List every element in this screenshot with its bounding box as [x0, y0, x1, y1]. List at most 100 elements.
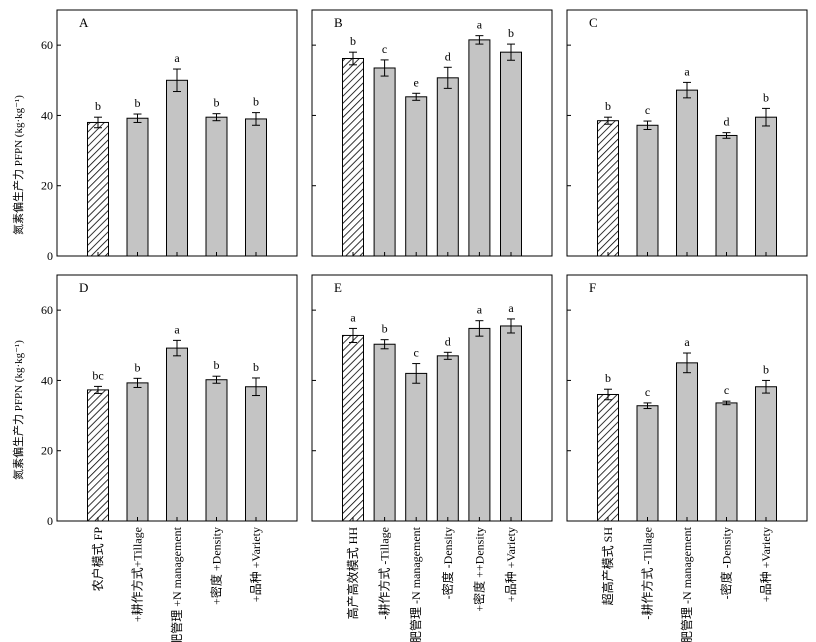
bar: [597, 120, 619, 257]
significance-letter: b: [253, 95, 259, 109]
panel-frame: [311, 274, 553, 522]
panel-b: Bb c e d a b: [311, 9, 553, 257]
significance-letter: c: [414, 346, 419, 360]
significance-letter: a: [684, 64, 690, 78]
significance-letter: c: [645, 385, 650, 399]
panel-c: Cb c a d b: [566, 9, 808, 257]
significance-letter: b: [605, 371, 611, 385]
y-axis-label-top: 氮素偏生产力 PFPN (kg·kg⁻¹): [13, 95, 25, 235]
significance-letter: c: [645, 103, 650, 117]
x-tick-label: -氮肥管理 -N management: [679, 526, 694, 642]
bar: [87, 389, 109, 522]
panel-frame: [311, 9, 553, 257]
bar: [597, 393, 619, 522]
bar: [373, 343, 396, 522]
y-tick-label: 60: [41, 38, 53, 52]
panel-f: Fb 超高产模式 SH c -耕作方式 -Tillage a -氮肥管理 -N manag…: [566, 274, 808, 642]
panel-a: A 0 20 40 60 b b a b b: [41, 9, 298, 263]
significance-letter: d: [724, 115, 730, 129]
bar: [468, 39, 491, 257]
bar: [715, 134, 738, 257]
significance-letter: c: [382, 42, 387, 56]
panel-letter: F: [589, 280, 596, 295]
significance-letter: b: [135, 96, 141, 110]
bar: [205, 379, 228, 522]
significance-letter: bc: [92, 368, 103, 382]
panel-letter: E: [334, 280, 342, 295]
bar: [500, 51, 522, 257]
significance-letter: b: [135, 360, 141, 374]
x-tick-label: -氮肥管理 -N management: [408, 526, 423, 642]
bar: [636, 405, 659, 522]
bar: [245, 386, 267, 522]
significance-letter: a: [350, 310, 356, 324]
x-tick-label: 农户模式 FP: [90, 527, 105, 592]
bar: [468, 327, 491, 522]
x-tick-label: +品种 +Variety: [504, 527, 518, 602]
panel-d: D 0 20 40 60 bc 农户模式 FP b +耕作方式+Tillage a +氮肥管理 +N…: [41, 274, 298, 642]
x-tick-label: +耕作方式+Tillage: [130, 527, 145, 622]
x-tick-label: +密度 ++Density: [471, 527, 486, 612]
bar: [676, 362, 698, 522]
significance-letter: c: [724, 383, 729, 397]
bar: [636, 124, 659, 257]
significance-letter: a: [174, 322, 180, 336]
significance-letter: d: [445, 49, 451, 63]
y-tick-label: 60: [41, 303, 53, 317]
significance-letter: d: [445, 334, 451, 348]
bar: [755, 116, 777, 257]
y-tick-label: 20: [41, 179, 53, 193]
panel-letter: D: [79, 280, 88, 295]
significance-letter: b: [508, 26, 514, 40]
bar: [373, 67, 396, 257]
bar: [126, 117, 149, 257]
y-tick-label: 40: [41, 373, 53, 387]
bar: [755, 386, 777, 522]
bar: [342, 57, 364, 257]
significance-letter: b: [763, 362, 769, 376]
x-tick-label: +密度 +Density: [209, 527, 224, 605]
significance-letter: a: [477, 303, 483, 317]
bar: [715, 402, 738, 522]
x-tick-label: -密度 -Density: [719, 527, 734, 599]
panel-letter: A: [79, 15, 89, 30]
bar: [500, 325, 522, 522]
significance-letter: b: [95, 99, 101, 113]
bar: [436, 355, 459, 522]
bar: [405, 372, 428, 522]
panel-letter: B: [334, 15, 343, 30]
panel-letter: C: [589, 15, 598, 30]
significance-letter: a: [477, 18, 483, 32]
y-tick-label: 20: [41, 444, 53, 458]
bar: [436, 77, 459, 257]
significance-letter: b: [253, 360, 259, 374]
panel-e: Ea 高产高效模式 HH b -耕作方式 -Tillage c -氮肥管理 -N mana…: [311, 274, 553, 642]
y-axis-label-bottom: 氮素偏生产力 PFPN (kg·kg⁻¹): [13, 340, 25, 480]
significance-letter: b: [605, 99, 611, 113]
x-tick-label: +品种 +Variety: [249, 527, 263, 602]
x-tick-label: +品种 +Variety: [759, 527, 773, 602]
significance-letter: b: [382, 322, 388, 336]
bar: [245, 118, 267, 257]
significance-letter: b: [350, 34, 356, 48]
bar: [676, 89, 698, 257]
x-tick-label: 高产高效模式 HH: [345, 527, 360, 620]
x-tick-label: -耕作方式 -Tillage: [377, 527, 392, 620]
y-tick-label: 0: [47, 249, 53, 263]
significance-letter: e: [414, 75, 419, 89]
bar: [342, 334, 364, 522]
bar: [166, 79, 188, 257]
bar: [205, 116, 228, 257]
bar: [126, 382, 149, 522]
y-tick-label: 40: [41, 108, 53, 122]
x-tick-label: -密度 -Density: [440, 527, 455, 599]
bar: [405, 96, 428, 257]
x-tick-label: 超高产模式 SH: [600, 527, 615, 606]
significance-letter: a: [508, 301, 514, 315]
x-tick-label: +氮肥管理 +N management: [169, 526, 184, 642]
bar: [166, 347, 188, 522]
significance-letter: b: [214, 96, 220, 110]
significance-letter: b: [214, 358, 220, 372]
significance-letter: a: [684, 335, 690, 349]
